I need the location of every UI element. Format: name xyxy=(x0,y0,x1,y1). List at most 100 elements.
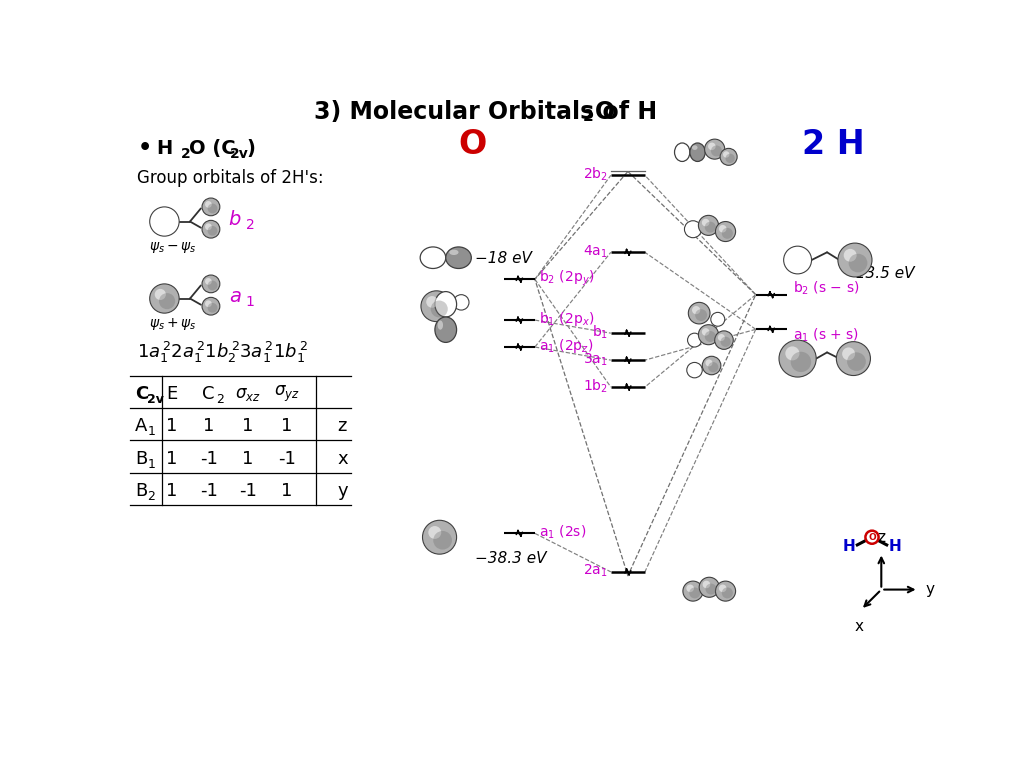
Text: y: y xyxy=(337,482,348,500)
Circle shape xyxy=(686,584,694,592)
Circle shape xyxy=(715,331,733,349)
Text: b: b xyxy=(228,210,241,230)
Circle shape xyxy=(721,336,731,347)
Circle shape xyxy=(426,296,438,308)
Circle shape xyxy=(723,151,729,157)
Text: E: E xyxy=(166,385,177,403)
Text: a$_1$ (s + s): a$_1$ (s + s) xyxy=(793,326,859,344)
Text: a: a xyxy=(228,287,241,306)
Circle shape xyxy=(208,303,217,313)
Circle shape xyxy=(706,584,717,594)
Text: y: y xyxy=(926,582,935,597)
Text: H: H xyxy=(889,539,901,554)
Ellipse shape xyxy=(675,143,690,161)
Circle shape xyxy=(708,143,716,150)
Circle shape xyxy=(725,154,735,163)
Circle shape xyxy=(205,223,212,230)
Text: b$_1$: b$_1$ xyxy=(592,323,607,341)
Circle shape xyxy=(719,584,727,592)
Circle shape xyxy=(702,581,711,588)
Circle shape xyxy=(698,215,719,235)
Text: H: H xyxy=(843,539,855,554)
Circle shape xyxy=(720,148,737,165)
Circle shape xyxy=(150,207,179,236)
Text: H: H xyxy=(156,139,172,158)
Circle shape xyxy=(202,198,220,216)
Circle shape xyxy=(202,275,220,293)
Circle shape xyxy=(702,356,721,375)
Circle shape xyxy=(205,278,212,285)
Circle shape xyxy=(698,325,719,345)
Text: 2: 2 xyxy=(216,393,224,406)
Ellipse shape xyxy=(420,247,445,269)
Circle shape xyxy=(695,310,708,321)
Text: O (C: O (C xyxy=(189,139,236,158)
Text: O: O xyxy=(595,100,615,124)
Circle shape xyxy=(849,253,867,273)
Circle shape xyxy=(692,306,700,314)
Text: O: O xyxy=(459,128,487,161)
Circle shape xyxy=(718,334,725,341)
Text: 1: 1 xyxy=(166,482,177,500)
Circle shape xyxy=(150,284,179,313)
Text: 2v: 2v xyxy=(147,393,164,406)
Text: Group orbitals of 2H's:: Group orbitals of 2H's: xyxy=(137,170,324,187)
Ellipse shape xyxy=(435,317,457,343)
Circle shape xyxy=(865,531,879,544)
Circle shape xyxy=(433,531,452,550)
Text: 2: 2 xyxy=(583,109,594,124)
Circle shape xyxy=(706,359,713,366)
Circle shape xyxy=(711,145,722,157)
Text: •: • xyxy=(137,138,152,158)
Text: 1: 1 xyxy=(282,417,293,435)
Circle shape xyxy=(705,222,716,233)
Text: 4a$_1$: 4a$_1$ xyxy=(583,243,607,260)
Text: B: B xyxy=(135,482,147,500)
Text: 2b$_2$: 2b$_2$ xyxy=(583,166,607,184)
Circle shape xyxy=(705,331,716,342)
Text: $\psi_s - \psi_s$: $\psi_s - \psi_s$ xyxy=(148,240,197,255)
Text: 2: 2 xyxy=(147,490,156,503)
Text: -1: -1 xyxy=(200,450,217,468)
Circle shape xyxy=(205,300,212,307)
Text: 2a$_1$: 2a$_1$ xyxy=(583,563,607,579)
Circle shape xyxy=(431,300,447,317)
Text: ): ) xyxy=(247,139,255,158)
Circle shape xyxy=(709,362,719,372)
Text: 3a$_1$: 3a$_1$ xyxy=(583,351,607,368)
Text: 1: 1 xyxy=(147,458,156,471)
Circle shape xyxy=(716,581,735,601)
Text: 1: 1 xyxy=(246,296,255,310)
Text: B: B xyxy=(135,450,147,468)
Ellipse shape xyxy=(437,320,443,329)
Text: b$_2$ (s − s): b$_2$ (s − s) xyxy=(793,280,859,297)
Text: O: O xyxy=(868,533,876,541)
Circle shape xyxy=(783,247,812,274)
Circle shape xyxy=(711,313,725,326)
Text: A: A xyxy=(135,417,147,435)
Text: 1: 1 xyxy=(166,417,177,435)
Text: C: C xyxy=(203,385,215,403)
Text: 2: 2 xyxy=(180,147,190,161)
Circle shape xyxy=(716,221,735,242)
Text: a$_1$ (2s): a$_1$ (2s) xyxy=(539,524,586,541)
Circle shape xyxy=(779,340,816,377)
Circle shape xyxy=(791,352,811,372)
Circle shape xyxy=(699,578,719,598)
Text: 1: 1 xyxy=(243,417,254,435)
Ellipse shape xyxy=(445,247,471,269)
Circle shape xyxy=(722,588,733,598)
Circle shape xyxy=(837,342,870,376)
Text: $\sigma_{xz}$: $\sigma_{xz}$ xyxy=(236,385,261,403)
Text: 1b$_2$: 1b$_2$ xyxy=(583,378,607,395)
Text: a$_1$ (2p$_z$): a$_1$ (2p$_z$) xyxy=(539,337,593,356)
Circle shape xyxy=(785,346,800,360)
Text: b$_1$ (2p$_x$): b$_1$ (2p$_x$) xyxy=(539,310,594,328)
Text: −38.3 eV: −38.3 eV xyxy=(475,551,547,566)
Text: -1: -1 xyxy=(200,482,217,500)
Circle shape xyxy=(701,328,710,336)
Text: C: C xyxy=(135,385,148,403)
Text: −13.5 eV: −13.5 eV xyxy=(843,266,914,281)
Circle shape xyxy=(844,249,857,262)
Text: 3) Molecular Orbitals of H: 3) Molecular Orbitals of H xyxy=(314,100,657,124)
